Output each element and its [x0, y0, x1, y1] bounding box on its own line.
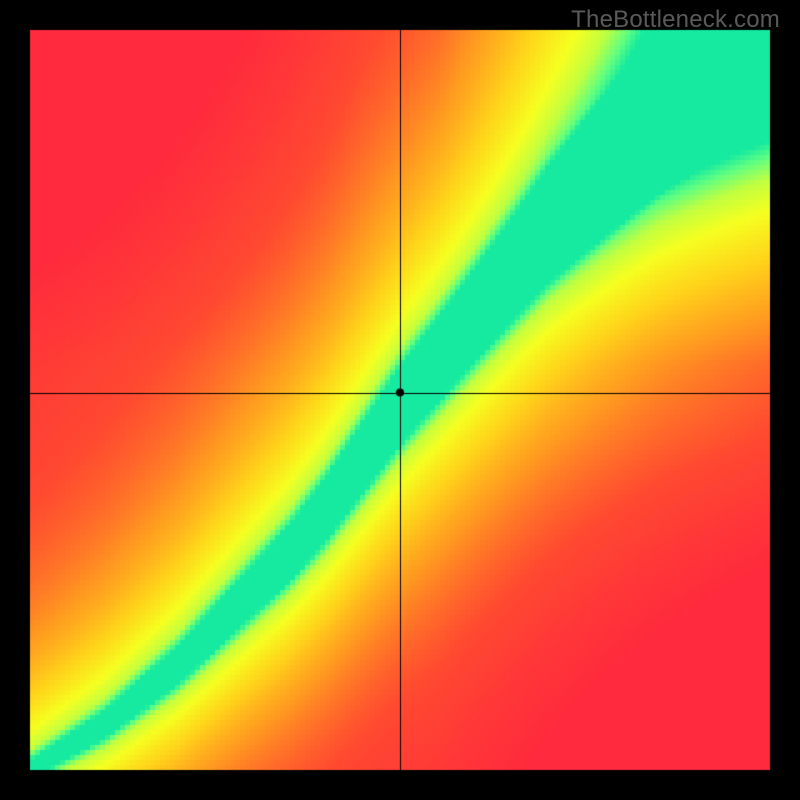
watermark: TheBottleneck.com: [571, 6, 780, 34]
chart-container: TheBottleneck.com: [0, 0, 800, 800]
heatmap-plot: [0, 0, 800, 800]
